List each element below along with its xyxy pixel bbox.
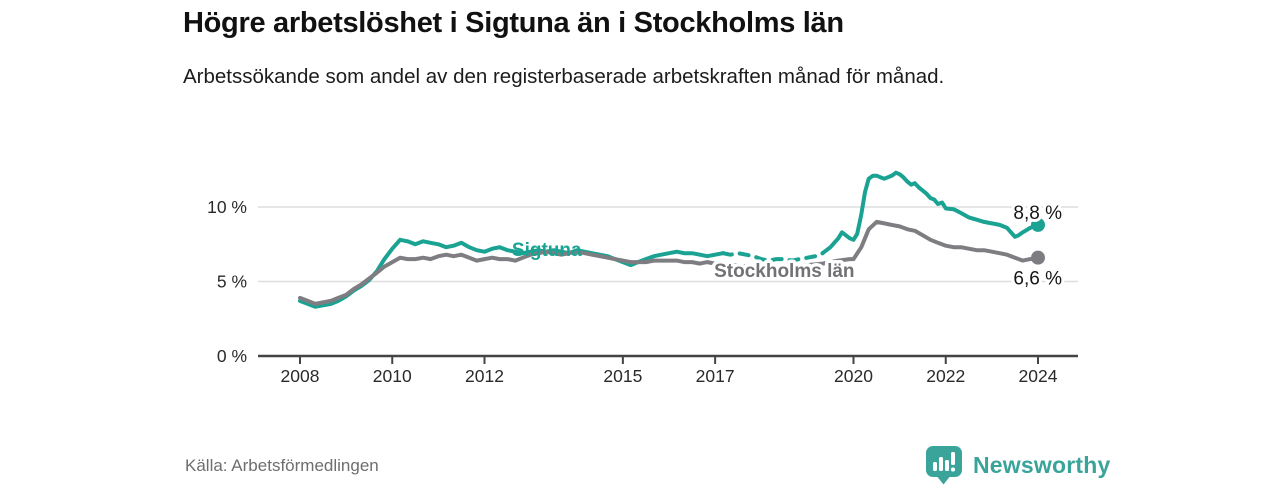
end-dot-sigtuna — [1031, 217, 1045, 232]
chart-header: Högre arbetslöshet i Sigtuna än i Stockh… — [183, 6, 1083, 93]
chart-title: Högre arbetslöshet i Sigtuna än i Stockh… — [183, 7, 844, 39]
x-tick-label-2020: 2020 — [834, 366, 873, 386]
x-tick-label-2012: 2012 — [465, 366, 504, 386]
series-line-sigtuna-recent — [820, 170, 1040, 256]
y-tick-label-5: 5 % — [217, 272, 247, 292]
newsworthy-bubble-barchart-icon — [925, 445, 963, 485]
y-tick-label-10: 10 % — [207, 197, 247, 217]
end-value-label-sigtuna: 8,8 % — [1013, 203, 1062, 224]
chart-subtitle: Arbetssökande som andel av den registerb… — [183, 64, 945, 88]
newsworthy-wordmark: Newsworthy — [973, 451, 1111, 478]
newsworthy-brand[interactable]: Newsworthy — [925, 445, 1110, 485]
series-line-sigtuna-dashed — [721, 251, 825, 263]
x-tick-label-2008: 2008 — [281, 366, 320, 386]
end-value-label-stockholms-lan: 6,6 % — [1013, 269, 1062, 290]
x-tick-label-2015: 2015 — [603, 366, 642, 386]
x-tick-label-2022: 2022 — [926, 366, 965, 386]
x-tick-label-2017: 2017 — [696, 366, 735, 386]
series-label-sigtuna: Sigtuna — [512, 240, 582, 261]
series-label-stockholms-lan: Stockholms län — [714, 261, 854, 282]
x-tick-label-2010: 2010 — [373, 366, 412, 386]
chart-footer: Källa: Arbetsförmedlingen Newsworthy — [0, 445, 1280, 485]
end-dot-stockholms-lan — [1031, 250, 1045, 265]
y-tick-label-0: 0 % — [217, 346, 247, 366]
source-note: Källa: Arbetsförmedlingen — [185, 456, 379, 475]
x-tick-label-2024: 2024 — [1019, 366, 1058, 386]
series-line-stockholms-lan — [298, 219, 1040, 306]
